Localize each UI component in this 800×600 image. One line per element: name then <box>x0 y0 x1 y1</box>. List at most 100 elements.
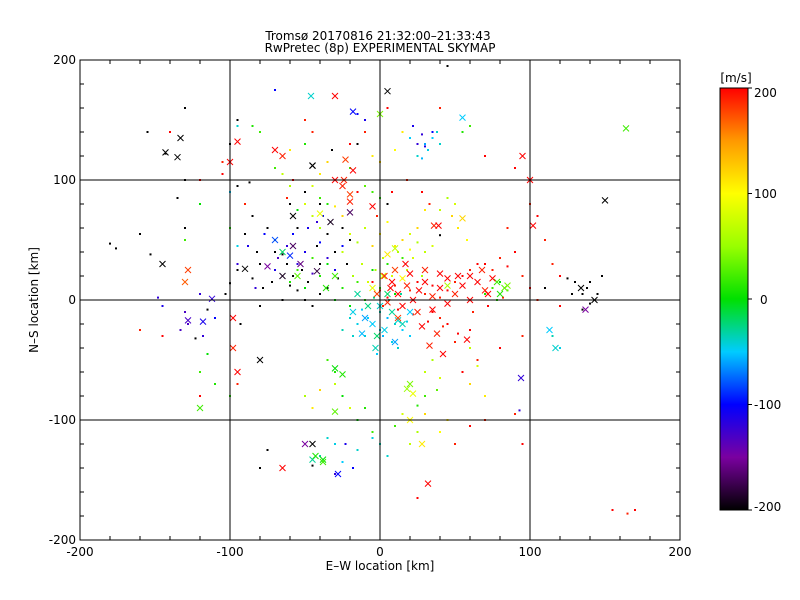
data-dot <box>214 317 216 319</box>
data-cross <box>384 87 391 95</box>
data-dot <box>439 296 441 299</box>
data-cross <box>504 282 511 289</box>
data-dot <box>286 263 288 265</box>
data-cross <box>327 218 334 226</box>
data-dot <box>367 281 369 283</box>
data-dot <box>286 197 288 199</box>
data-dot <box>274 167 276 169</box>
data-dot <box>304 191 306 193</box>
data-cross <box>279 152 286 160</box>
data-dot <box>376 215 378 217</box>
data-cross <box>577 284 585 292</box>
data-dot <box>454 341 456 343</box>
data-cross <box>429 293 436 300</box>
data-cross <box>331 92 339 100</box>
data-dot <box>431 284 434 287</box>
data-cross <box>496 290 504 298</box>
data-dot <box>334 251 336 253</box>
data-cross <box>309 440 316 448</box>
colorbar-tick-label-3: 0 <box>760 293 768 307</box>
data-cross <box>322 284 330 292</box>
data-cross <box>403 385 411 393</box>
y-axis-label: N–S location [km] <box>27 247 41 353</box>
data-dot <box>296 289 299 292</box>
data-dot <box>356 113 359 115</box>
data-dot <box>316 245 318 247</box>
data-dot <box>439 234 441 237</box>
data-dot <box>161 305 164 307</box>
data-cross <box>339 371 346 378</box>
data-cross <box>279 248 286 256</box>
data-dot <box>157 296 159 299</box>
data-dot <box>319 263 321 265</box>
data-dot <box>416 227 419 229</box>
data-dot <box>484 293 486 295</box>
data-cross <box>373 290 381 298</box>
data-dot <box>401 131 404 133</box>
data-dot <box>361 263 363 265</box>
data-dot <box>286 245 288 247</box>
data-dot <box>274 89 276 91</box>
data-cross <box>444 300 451 307</box>
data-dot <box>373 296 375 299</box>
data-dot <box>349 317 351 319</box>
data-cross <box>388 278 396 286</box>
data-dot <box>244 233 246 235</box>
data-dot <box>371 269 374 271</box>
data-dot <box>206 353 209 355</box>
data-cross <box>399 320 406 328</box>
data-dot <box>199 203 201 205</box>
data-cross <box>184 317 192 324</box>
data-cross <box>346 191 354 198</box>
data-cross <box>394 290 402 298</box>
data-dot <box>289 284 291 287</box>
data-dot <box>544 239 546 241</box>
data-dot <box>256 251 258 253</box>
data-dot <box>326 233 329 235</box>
data-dot <box>341 215 344 217</box>
data-dot <box>416 155 419 157</box>
data-dot <box>559 305 561 307</box>
data-dot <box>589 302 591 305</box>
data-cross <box>297 260 304 268</box>
data-cross <box>349 108 357 115</box>
colorbar-tick-label-2: 100 <box>754 187 777 201</box>
data-dot <box>391 191 393 193</box>
data-dot <box>551 263 554 265</box>
data-dot <box>352 335 354 337</box>
data-cross <box>349 167 357 174</box>
data-dot <box>484 395 486 397</box>
data-dot <box>341 329 344 331</box>
data-dot <box>521 335 524 337</box>
data-cross <box>369 320 376 328</box>
data-dot <box>364 407 366 409</box>
data-dot <box>566 277 569 280</box>
data-dot <box>296 263 299 265</box>
data-dot <box>431 311 434 313</box>
data-dot <box>574 281 576 283</box>
data-cross <box>373 332 381 340</box>
data-dot <box>439 377 441 379</box>
data-dot <box>401 329 404 331</box>
data-dot <box>367 317 369 319</box>
data-dot <box>319 197 321 199</box>
data-dot <box>289 281 291 283</box>
data-dot <box>352 467 354 469</box>
data-dot <box>386 263 389 265</box>
data-dot <box>499 347 501 349</box>
data-dot <box>352 275 354 277</box>
data-dot <box>409 443 411 445</box>
data-dot <box>334 371 336 373</box>
data-dot <box>161 335 164 337</box>
data-dot <box>424 371 426 373</box>
data-dot <box>296 209 299 211</box>
data-dot <box>341 287 344 289</box>
data-dot <box>446 197 449 199</box>
data-cross <box>463 336 471 343</box>
data-dot <box>461 275 464 277</box>
colorbar-tick-label-5: -200 <box>754 500 781 514</box>
data-dot <box>236 245 239 247</box>
data-dot <box>371 431 374 433</box>
data-dot <box>311 407 314 409</box>
data-dot <box>386 317 389 319</box>
